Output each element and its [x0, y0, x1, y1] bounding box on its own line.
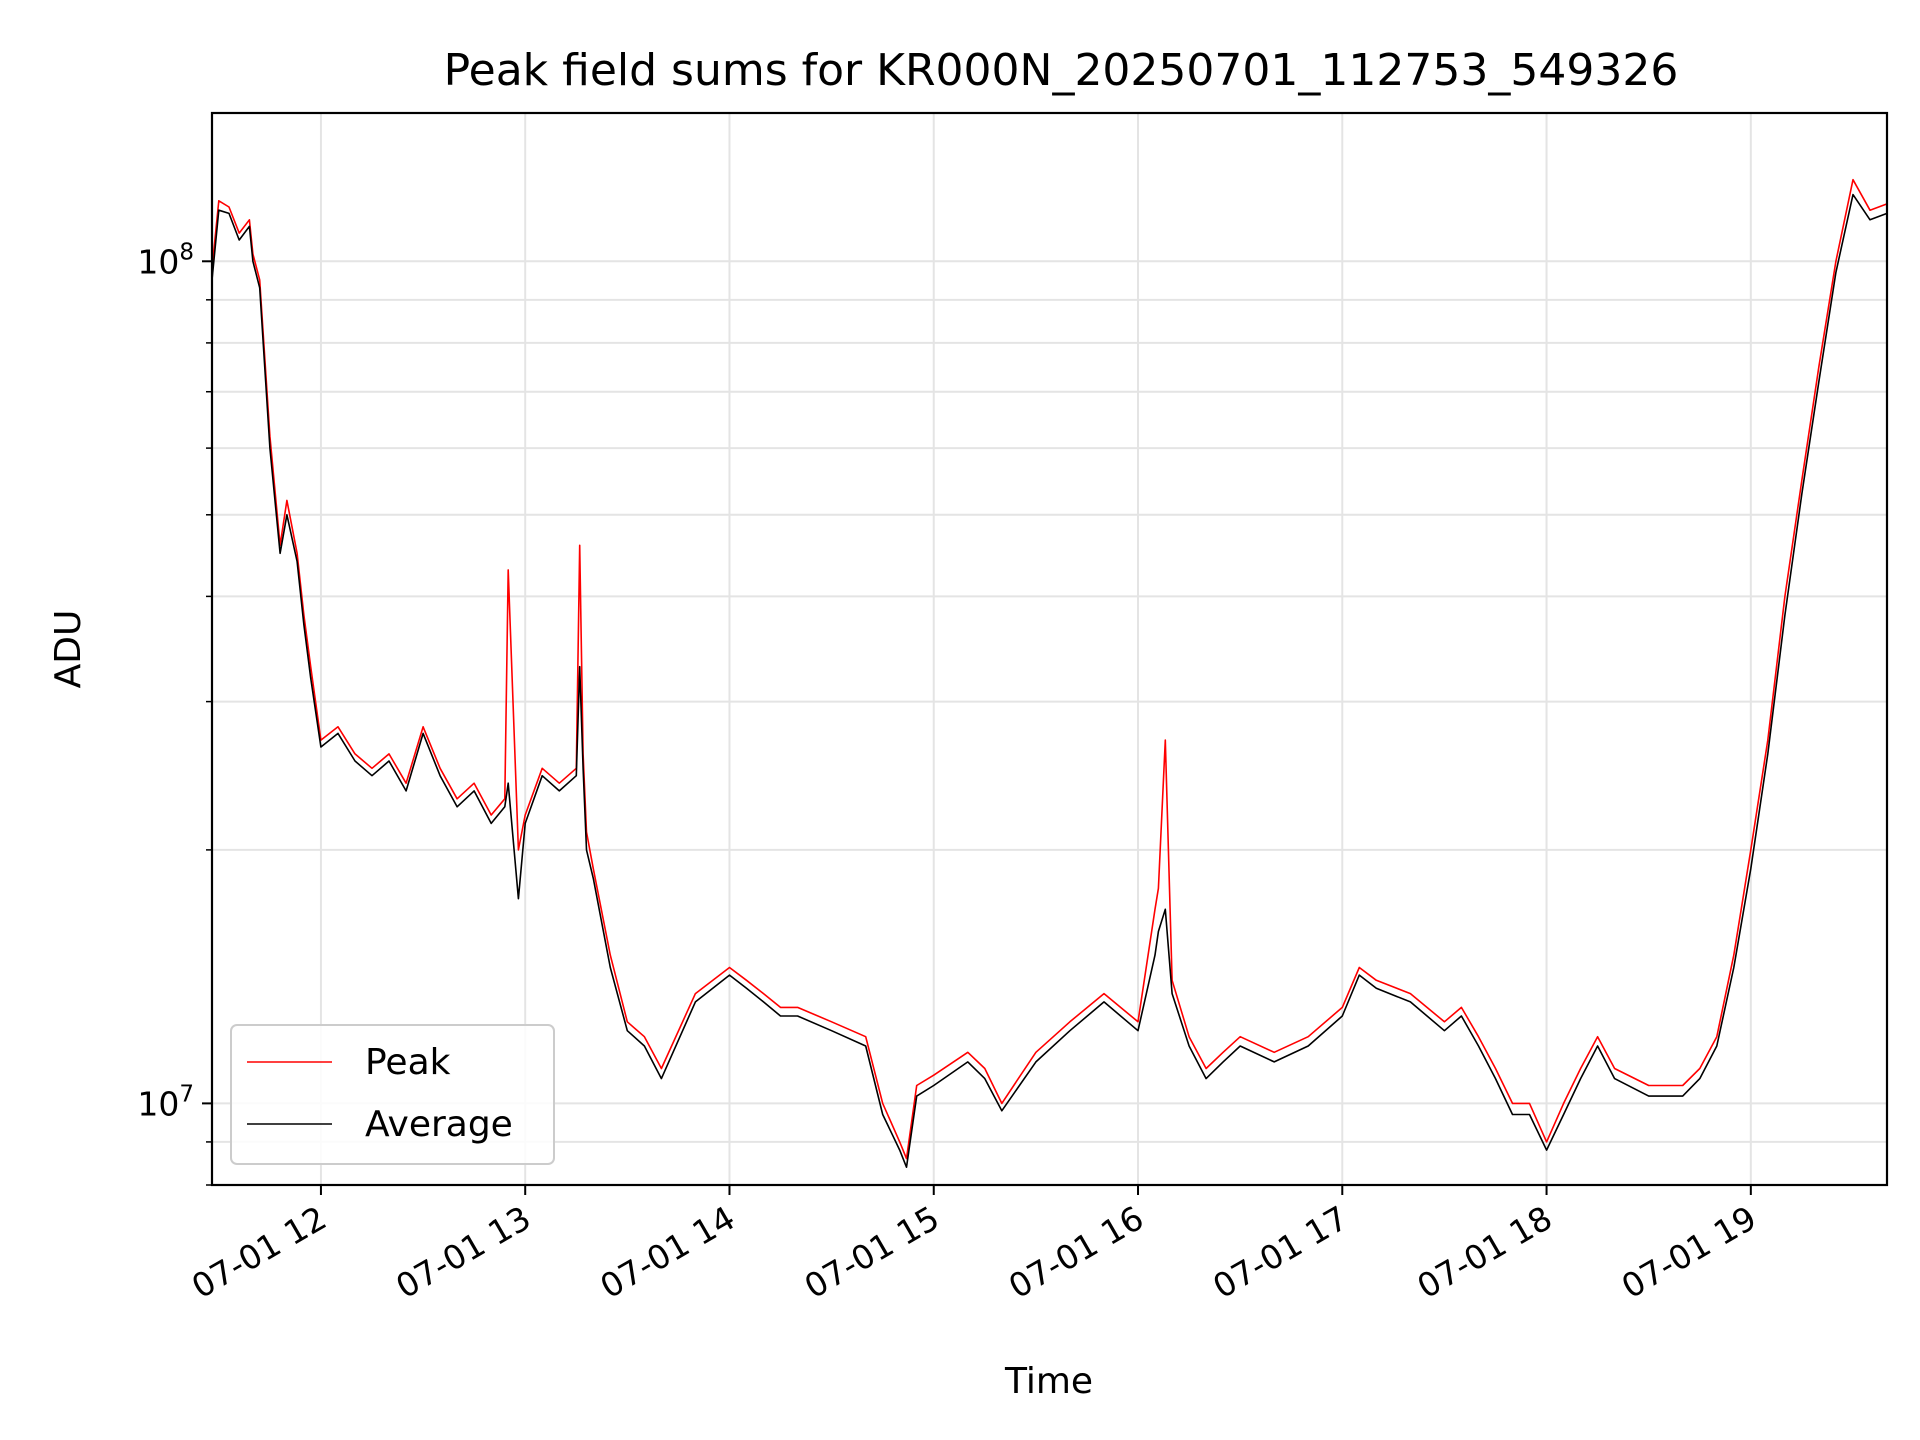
legend-label-average: Average	[365, 1104, 513, 1145]
chart-title: Peak field sums for KR000N_20250701_1127…	[444, 45, 1679, 96]
legend: Peak Average	[230, 1024, 555, 1165]
legend-box	[230, 1024, 555, 1165]
series-line-average	[211, 193, 1888, 1168]
plot-frame	[210, 111, 1889, 1187]
legend-label-peak: Peak	[365, 1042, 451, 1083]
series-line-peak	[211, 178, 1888, 1160]
series-layer	[211, 178, 1888, 1168]
y-axis-label: ADU	[48, 610, 89, 689]
x-axis-label: Time	[1004, 1361, 1093, 1402]
